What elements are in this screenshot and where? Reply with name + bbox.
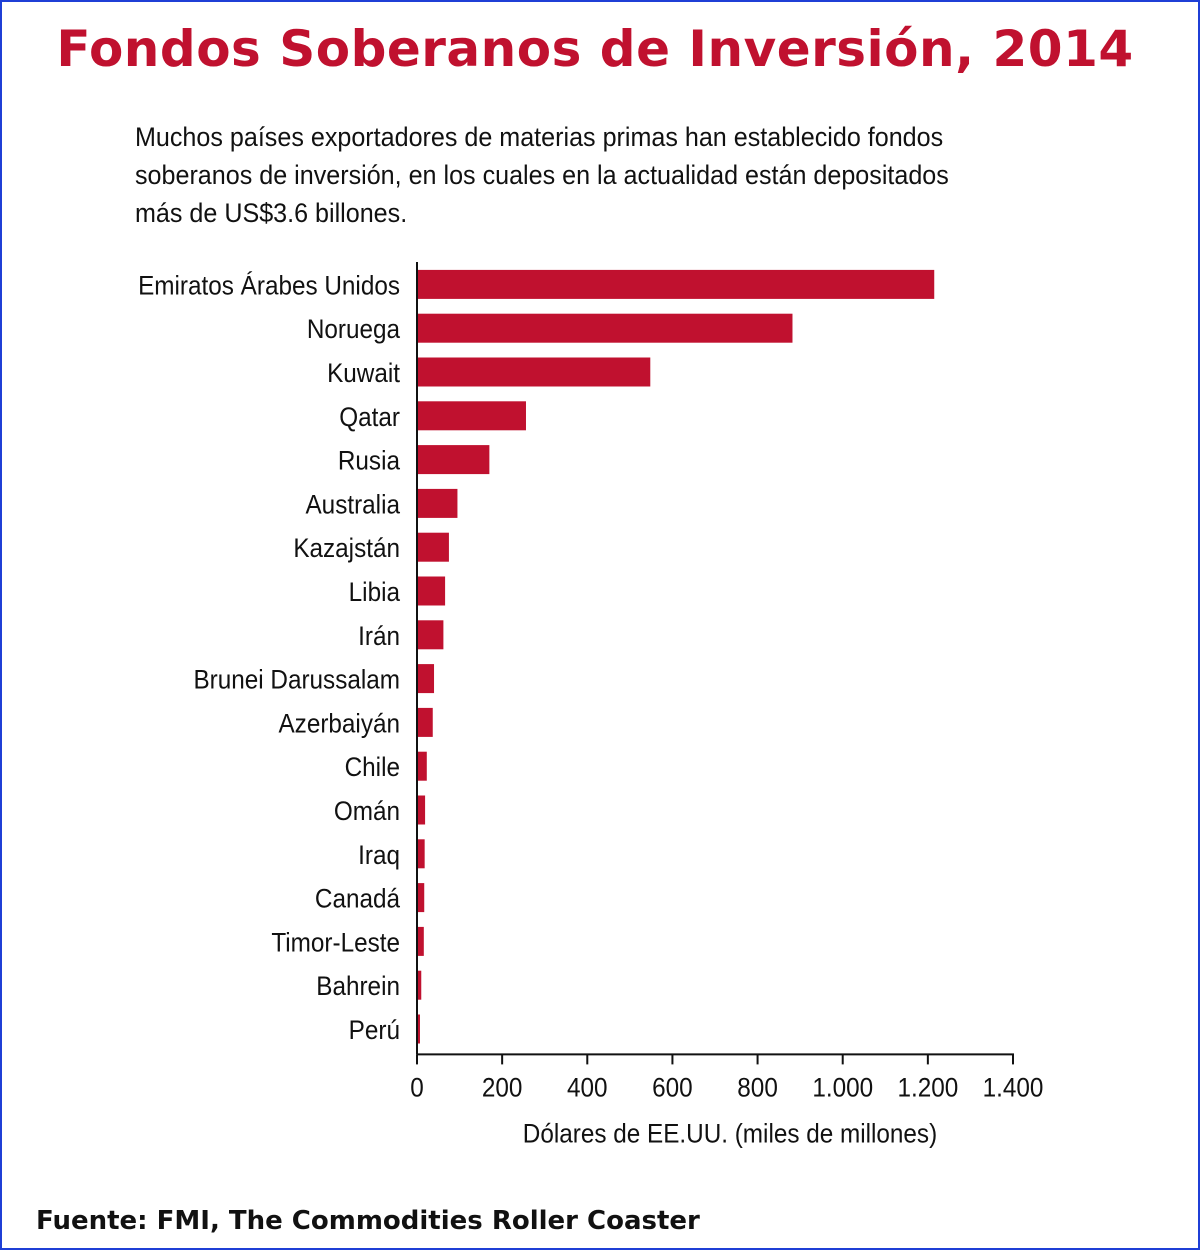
bar-rusia <box>417 445 490 475</box>
bar-iraq <box>417 839 425 869</box>
bar-emiratos-arabes-unidos <box>417 269 935 299</box>
x-tick-label: 1.000 <box>812 1073 873 1102</box>
category-label-chile: Chile <box>345 753 400 782</box>
category-label-azerbaiyan: Azerbaiyán <box>278 709 400 738</box>
x-tick-label: 0 <box>410 1073 424 1102</box>
category-label-kazajstan: Kazajstán <box>293 534 400 563</box>
bar-oman <box>417 795 426 825</box>
category-label-peru: Perú <box>349 1016 400 1045</box>
bars-layer <box>417 269 935 1044</box>
bar-kazajstan <box>417 532 449 562</box>
bar-canada <box>417 883 425 913</box>
bar-iran <box>417 620 444 650</box>
category-label-timor-leste: Timor-Leste <box>271 928 400 957</box>
x-tick-label: 1.400 <box>983 1073 1044 1102</box>
bar-australia <box>417 488 458 518</box>
category-label-emiratos-arabes-unidos: Emiratos Árabes Unidos <box>138 270 400 300</box>
x-tick-label: 200 <box>482 1073 523 1102</box>
bar-bahrein <box>417 970 422 1000</box>
bar-chart: Emiratos Árabes Unidos Noruega Kuwait Qatar… <box>138 262 1043 1149</box>
category-label-kuwait: Kuwait <box>327 359 400 388</box>
bar-libia <box>417 576 446 606</box>
source-note: Fuente: FMI, The Commodities Roller Coas… <box>36 1206 700 1236</box>
bar-qatar <box>417 401 526 431</box>
category-label-iraq: Iraq <box>358 841 400 870</box>
x-tick-label: 1.200 <box>897 1073 958 1102</box>
category-label-libia: Libia <box>349 578 401 607</box>
x-tick-label: 400 <box>567 1073 608 1102</box>
x-axis-title: Dólares de EE.UU. (miles de millones) <box>523 1119 937 1148</box>
bar-timor-leste <box>417 926 424 956</box>
category-label-iran: Irán <box>358 622 400 651</box>
bar-noruega <box>417 313 793 343</box>
bar-brunei-darussalam <box>417 664 435 694</box>
category-label-brunei-darussalam: Brunei Darussalam <box>193 665 400 694</box>
category-label-oman: Omán <box>334 797 400 826</box>
bar-peru <box>417 1014 420 1044</box>
chart-subtitle: Muchos países exportadores de materias p… <box>135 122 949 228</box>
x-axis: 0 200 400 600 800 1.000 1.200 1.400 Dólares de E… <box>410 262 1043 1149</box>
category-labels: Emiratos Árabes Unidos Noruega Kuwait Qatar… <box>138 270 401 1045</box>
bar-chile <box>417 751 427 781</box>
chart-title: Fondos Soberanos de Inversión, 2014 <box>56 20 1134 78</box>
category-label-qatar: Qatar <box>339 403 400 432</box>
category-label-bahrein: Bahrein <box>316 972 400 1001</box>
category-label-australia: Australia <box>305 490 400 519</box>
category-label-canada: Canadá <box>315 884 401 913</box>
category-label-rusia: Rusia <box>338 446 401 475</box>
bar-kuwait <box>417 357 651 387</box>
bar-azerbaiyan <box>417 707 433 737</box>
category-label-noruega: Noruega <box>307 315 401 344</box>
x-tick-label: 800 <box>737 1073 778 1102</box>
x-tick-label: 600 <box>652 1073 693 1102</box>
